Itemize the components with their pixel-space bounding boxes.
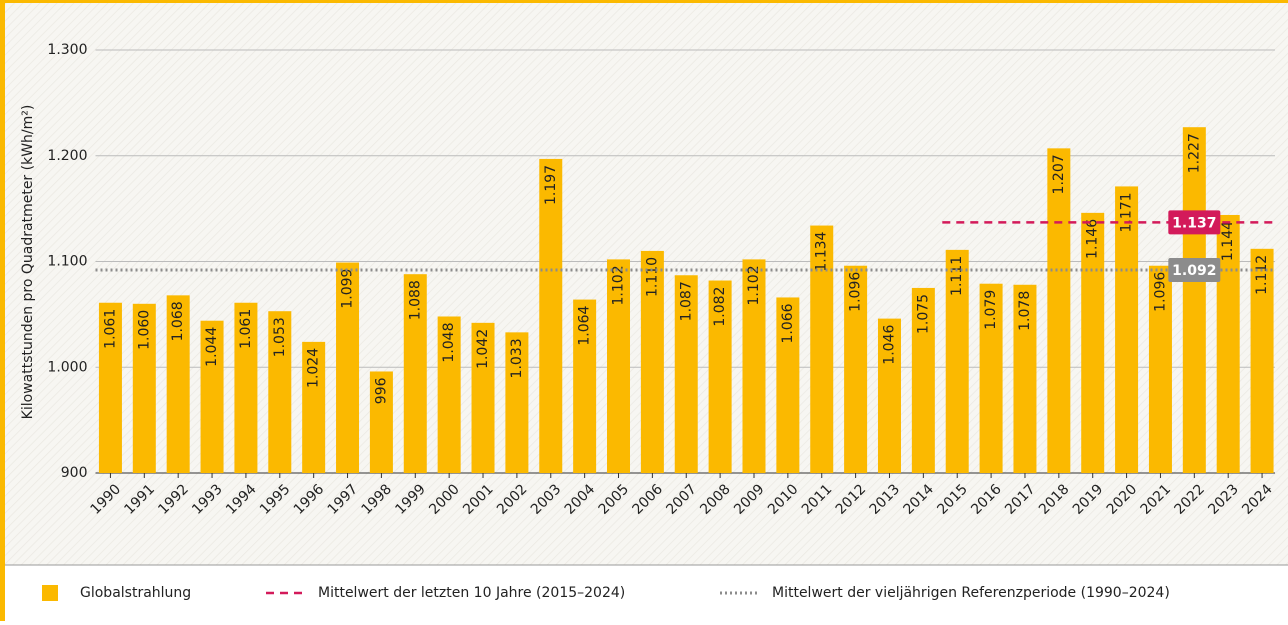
data-label: 1.064 xyxy=(577,305,593,345)
data-label: 1.068 xyxy=(170,301,186,341)
bar xyxy=(573,299,597,473)
bar xyxy=(1182,127,1206,473)
data-label: 996 xyxy=(373,377,389,404)
bar xyxy=(98,302,122,473)
data-label: 1.171 xyxy=(1119,192,1135,232)
data-label: 1.061 xyxy=(102,309,118,349)
bar xyxy=(1013,284,1037,473)
bar xyxy=(607,259,631,473)
bar xyxy=(132,303,156,473)
bar xyxy=(674,275,698,473)
bar xyxy=(437,316,461,473)
y-tick-label: 1.300 xyxy=(47,42,87,58)
data-label: 1.024 xyxy=(306,348,322,388)
bar xyxy=(539,158,563,474)
bar xyxy=(640,250,664,473)
data-label: 1.134 xyxy=(814,231,830,271)
reference-label-box xyxy=(1168,210,1221,235)
bar xyxy=(1216,214,1240,473)
reference-label: 1.092 xyxy=(1172,263,1216,279)
y-axis-label: Kilowattstunden pro Quadratmeter (kWh/m²… xyxy=(20,105,36,420)
bar xyxy=(945,249,969,473)
reference-label: 1.137 xyxy=(1172,215,1216,231)
bar xyxy=(336,262,360,473)
y-tick-label: 1.200 xyxy=(47,148,87,164)
data-label: 1.066 xyxy=(780,303,796,343)
bar xyxy=(844,265,868,473)
reference-label-box xyxy=(1168,257,1221,282)
bar xyxy=(268,311,292,473)
data-label: 1.046 xyxy=(881,325,897,365)
legend-label: Mittelwert der letzten 10 Jahre (2015–20… xyxy=(318,585,625,601)
bar xyxy=(1250,248,1274,473)
data-label: 1.207 xyxy=(1051,154,1067,194)
bar xyxy=(302,341,326,473)
data-label: 1.112 xyxy=(1254,255,1270,295)
bar xyxy=(471,322,495,473)
legend-swatch xyxy=(42,585,58,601)
data-label: 1.087 xyxy=(678,281,694,321)
data-label: 1.099 xyxy=(340,269,356,309)
data-label: 1.053 xyxy=(272,317,288,357)
bar xyxy=(877,318,901,473)
data-label: 1.197 xyxy=(543,165,559,205)
data-label: 1.111 xyxy=(949,256,965,296)
data-label: 1.060 xyxy=(136,310,152,350)
bar xyxy=(505,332,529,473)
data-label: 1.075 xyxy=(915,294,931,334)
data-label: 1.110 xyxy=(644,257,660,297)
bar xyxy=(234,302,258,473)
data-label: 1.144 xyxy=(1220,221,1236,261)
bar xyxy=(1148,265,1172,473)
left-border xyxy=(0,0,5,621)
bar xyxy=(1081,212,1105,474)
y-tick-label: 1.000 xyxy=(47,359,87,375)
data-label: 1.048 xyxy=(441,322,457,362)
data-label: 1.096 xyxy=(1152,272,1168,312)
data-label: 1.061 xyxy=(238,309,254,349)
data-label: 1.044 xyxy=(204,327,220,367)
bar xyxy=(200,320,224,473)
data-label: 1.088 xyxy=(407,280,423,320)
data-label: 1.102 xyxy=(746,265,762,305)
data-label: 1.042 xyxy=(475,329,491,369)
data-label: 1.082 xyxy=(712,287,728,327)
bar xyxy=(708,280,732,473)
bar xyxy=(911,287,935,473)
data-label: 1.033 xyxy=(509,338,525,378)
bar xyxy=(776,297,800,473)
data-label: 1.096 xyxy=(848,272,864,312)
data-label: 1.146 xyxy=(1085,219,1101,259)
data-label: 1.227 xyxy=(1186,133,1202,173)
legend-label: Globalstrahlung xyxy=(80,585,191,601)
bar xyxy=(403,274,427,473)
data-label: 1.078 xyxy=(1017,291,1033,331)
bar xyxy=(1047,148,1071,473)
bar xyxy=(166,295,190,473)
bar xyxy=(979,283,1003,473)
y-tick-label: 1.100 xyxy=(47,254,87,270)
top-border xyxy=(0,0,1288,3)
y-tick-label: 900 xyxy=(61,465,88,481)
bar xyxy=(1115,186,1139,474)
data-label: 1.102 xyxy=(611,265,627,305)
bar xyxy=(810,225,834,473)
bar xyxy=(369,371,393,473)
data-label: 1.079 xyxy=(983,290,999,330)
bar xyxy=(742,259,766,473)
legend-label: Mittelwert der vieljährigen Referenzperi… xyxy=(772,585,1170,601)
